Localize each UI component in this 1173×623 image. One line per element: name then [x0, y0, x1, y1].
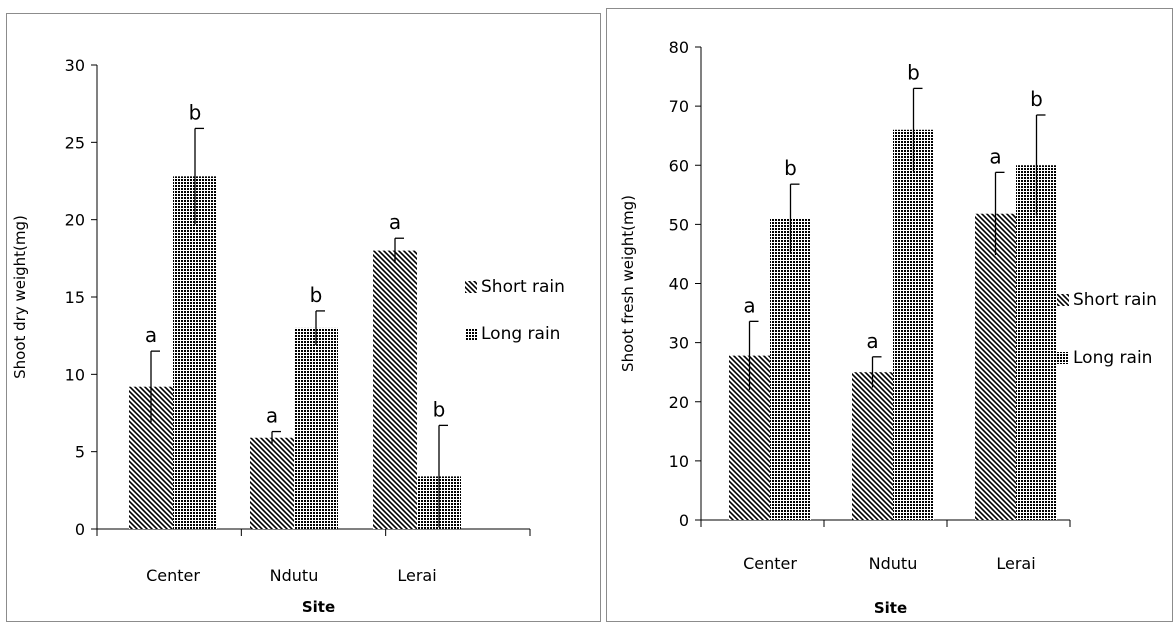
legend-swatch	[1057, 294, 1069, 306]
significance-label: b	[310, 283, 323, 307]
x-tick-label: Ndutu	[270, 566, 319, 585]
bar-long-rain-center	[173, 176, 217, 530]
y-tick-label: 15	[65, 288, 85, 307]
y-tick-label: 20	[65, 211, 85, 230]
y-tick-label: 50	[669, 215, 689, 234]
x-tick-label: Center	[146, 566, 200, 585]
y-axis-title: Shoot dry weight(mg)	[11, 215, 29, 379]
significance-label: a	[743, 293, 755, 317]
y-tick-label: 25	[65, 133, 85, 152]
y-tick-label: 0	[679, 511, 689, 530]
dry-weight-chart: 0 5 10 15 20 25 30 a b Center a b Ndutu a b Lerai Site Sh…	[11, 56, 565, 616]
significance-label: a	[989, 144, 1001, 168]
y-axis-title: Shoot fresh weight(mg)	[619, 195, 637, 372]
significance-label: b	[907, 60, 920, 84]
significance-label: a	[266, 404, 278, 428]
legend-swatch	[465, 281, 477, 293]
bar-long-rain-lerai	[1016, 165, 1057, 520]
significance-label: b	[1030, 87, 1043, 111]
legend-label: Long rain	[481, 324, 560, 344]
chart-panel-fresh-weight: 0 10 20 30 40 50 60 70 80 a b Center a b Ndutu a b Lerai S…	[606, 8, 1173, 622]
y-tick-label: 30	[65, 56, 85, 75]
y-tick-label: 60	[669, 156, 689, 175]
bar-short-rain-lerai	[975, 213, 1016, 521]
legend-label: Short rain	[481, 277, 565, 297]
x-tick-label: Ndutu	[869, 554, 918, 573]
fresh-weight-chart: 0 10 20 30 40 50 60 70 80 a b Center a b Ndutu a b Lerai S…	[619, 38, 1157, 617]
y-tick-label: 70	[669, 97, 689, 116]
significance-label: a	[389, 210, 401, 234]
bar-long-rain-center	[770, 218, 811, 520]
bar-long-rain-ndutu	[893, 129, 934, 520]
significance-label: a	[145, 323, 157, 347]
bar-long-rain-ndutu	[294, 327, 338, 529]
y-tick-label: 40	[669, 275, 689, 294]
y-tick-label: 80	[669, 38, 689, 57]
y-tick-label: 10	[669, 452, 689, 471]
x-axis-title: Site	[874, 599, 907, 617]
x-axis-title: Site	[302, 598, 335, 616]
y-tick-label: 0	[75, 520, 85, 539]
x-tick-label: Center	[743, 554, 797, 573]
legend-label: Short rain	[1073, 290, 1157, 310]
y-tick-label: 10	[65, 365, 85, 384]
significance-label: b	[189, 100, 202, 124]
x-tick-label: Lerai	[996, 554, 1035, 573]
legend-swatch	[465, 328, 477, 340]
significance-label: b	[433, 397, 446, 421]
bar-short-rain-lerai	[373, 250, 417, 529]
bar-short-rain-ndutu	[250, 437, 294, 529]
significance-label: a	[866, 329, 878, 353]
legend-label: Long rain	[1073, 348, 1152, 368]
x-tick-label: Lerai	[397, 566, 436, 585]
y-tick-label: 30	[669, 334, 689, 353]
y-tick-label: 20	[669, 393, 689, 412]
significance-label: b	[784, 156, 797, 180]
legend-swatch	[1057, 352, 1069, 364]
y-tick-label: 5	[75, 443, 85, 462]
bar-short-rain-ndutu	[852, 372, 893, 520]
chart-panel-dry-weight: 0 5 10 15 20 25 30 a b Center a b Ndutu a b Lerai Site Sh…	[6, 13, 601, 622]
